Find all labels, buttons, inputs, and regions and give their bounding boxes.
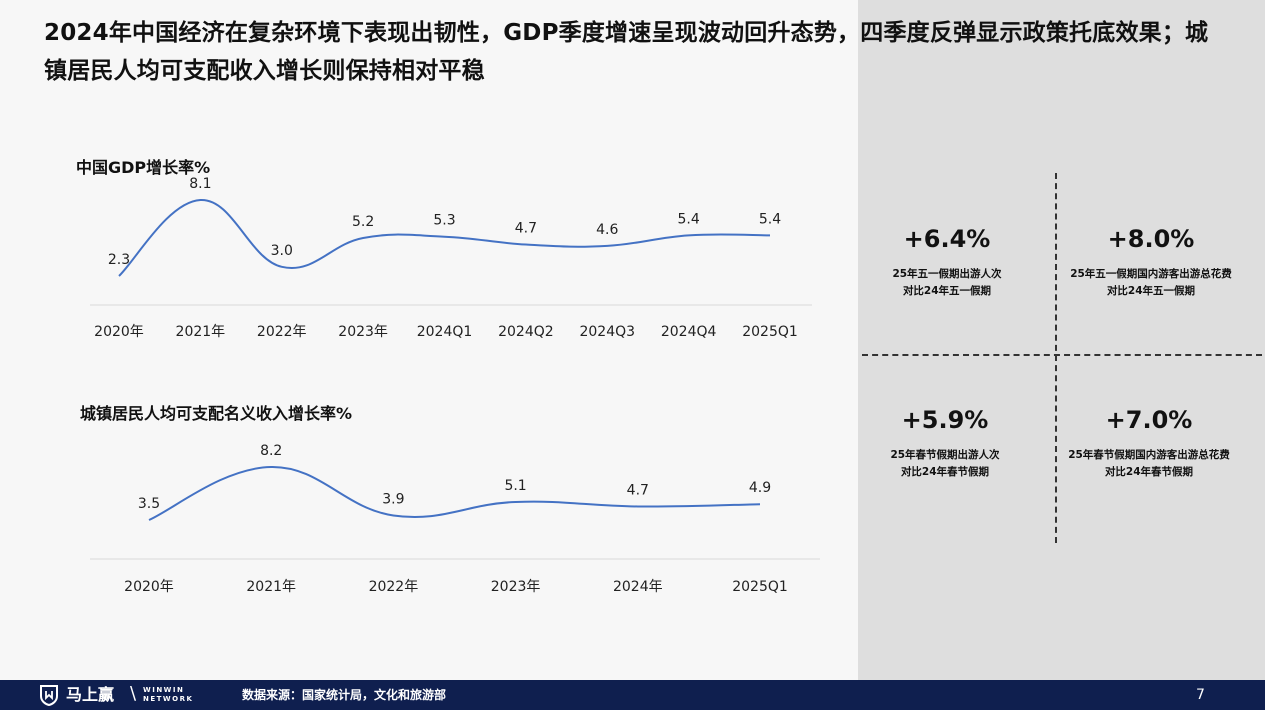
data-label: 8.2 [260,443,282,459]
stat-value: +8.0% [1107,225,1195,253]
x-tick-label: 2022年 [257,324,307,340]
stat-may-day-spending: +8.0% 25年五一假期国内游客出游总花费 对比24年五一假期 [1056,224,1246,300]
stat-may-day-trips: +6.4% 25年五一假期出游人次 对比24年五一假期 [852,224,1042,300]
data-label: 8.1 [189,176,211,192]
vertical-divider [1055,173,1057,543]
stat-desc-line1: 25年春节假期出游人次 [890,449,1000,461]
data-label: 4.7 [515,221,537,237]
data-label: 5.4 [677,211,699,227]
x-tick-label: 2020年 [124,579,174,595]
x-tick-label: 2021年 [246,579,296,595]
stat-desc-line1: 25年五一假期出游人次 [892,268,1002,280]
stats-panel-background [858,0,1265,680]
stat-desc-line2: 对比24年春节假期 [900,466,990,478]
x-tick-label: 2020年 [94,324,144,340]
data-label: 4.6 [596,222,618,238]
stat-spring-festival-trips: +5.9% 25年春节假期出游人次 对比24年春节假期 [850,405,1040,481]
stat-description: 25年春节假期国内游客出游总花费 对比24年春节假期 [1054,447,1244,481]
gdp-chart-title: 中国GDP增长率% [76,158,211,177]
stat-desc-line2: 对比24年五一假期 [1106,285,1196,297]
logo-text: 马上赢 [66,685,115,704]
stat-description: 25年五一假期出游人次 对比24年五一假期 [852,266,1042,300]
data-source: 数据来源：国家统计局，文化和旅游部 [242,688,447,702]
logo-english: WINWIN NETWORK [143,686,193,704]
x-tick-label: 2024年 [613,579,663,595]
data-label: 2.3 [108,252,130,268]
data-label: 5.1 [504,478,526,494]
x-tick-label: 2024Q3 [579,324,635,340]
x-tick-label: 2021年 [176,324,226,340]
x-tick-label: 2023年 [491,579,541,595]
data-label: 4.7 [627,482,649,498]
data-label: 4.9 [749,480,771,496]
stat-description: 25年五一假期国内游客出游总花费 对比24年五一假期 [1056,266,1246,300]
x-tick-label: 2024Q4 [661,324,717,340]
series-line [118,198,771,277]
data-label: 5.3 [433,213,455,229]
x-tick-label: 2024Q2 [498,324,554,340]
data-label: 3.0 [271,243,293,259]
slide-title: 2024年中国经济在复杂环境下表现出韧性，GDP季度增速呈现波动回升态势，四季度… [44,20,1209,84]
stat-value: +7.0% [1105,406,1193,434]
data-label: 3.5 [138,496,160,512]
stat-spring-festival-spending: +7.0% 25年春节假期国内游客出游总花费 对比24年春节假期 [1054,405,1244,481]
x-tick-label: 2022年 [369,579,419,595]
logo-en-line1: WINWIN [143,686,185,694]
horizontal-divider [862,354,1262,356]
footer-bar: 马上赢 \ WINWIN NETWORK 数据来源：国家统计局，文化和旅游部 7 [0,680,1265,710]
x-tick-label: 2025Q1 [732,579,788,595]
stat-value: +5.9% [901,406,989,434]
stat-desc-line2: 对比24年五一假期 [902,285,992,297]
x-tick-label: 2025Q1 [742,324,798,340]
stat-description: 25年春节假期出游人次 对比24年春节假期 [850,447,1040,481]
x-tick-label: 2024Q1 [417,324,473,340]
stat-desc-line1: 25年五一假期国内游客出游总花费 [1070,268,1232,280]
shield-logo-icon [40,685,58,706]
data-label: 5.2 [352,214,374,230]
x-tick-label: 2023年 [338,324,388,340]
logo-divider: \ [130,683,137,704]
data-label: 5.4 [759,211,781,227]
series-line [148,465,761,521]
stat-desc-line1: 25年春节假期国内游客出游总花费 [1068,449,1230,461]
income-chart-title: 城镇居民人均可支配名义收入增长率% [80,404,353,423]
stat-desc-line2: 对比24年春节假期 [1104,466,1194,478]
data-label: 3.9 [382,491,404,507]
logo-en-line2: NETWORK [143,695,194,703]
page-number: 7 [1196,687,1205,703]
stat-value: +6.4% [903,225,991,253]
